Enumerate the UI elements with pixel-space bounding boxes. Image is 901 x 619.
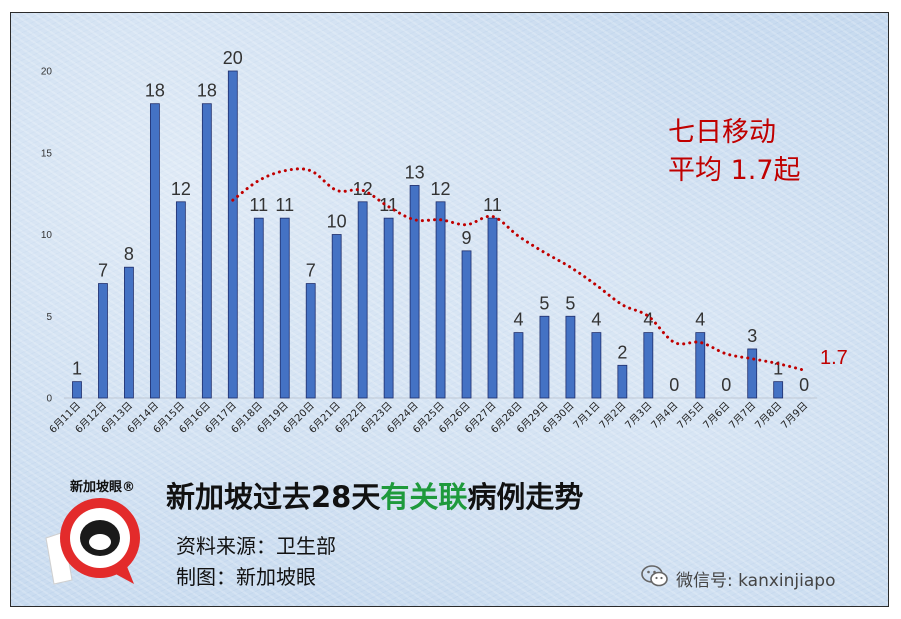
moving-average-line xyxy=(231,167,806,372)
wechat-icon xyxy=(641,565,668,587)
bar xyxy=(175,201,186,399)
y-tick-label: 15 xyxy=(41,148,53,159)
bar xyxy=(461,250,472,399)
title-highlight: 有关联 xyxy=(380,480,468,514)
data-label: 4 xyxy=(695,310,705,330)
bar xyxy=(591,332,602,399)
data-label: 11 xyxy=(249,195,268,215)
data-label: 0 xyxy=(799,375,809,395)
bar xyxy=(747,348,758,399)
data-label: 3 xyxy=(747,326,757,346)
data-label: 0 xyxy=(669,375,679,395)
y-tick-label: 5 xyxy=(46,312,52,323)
y-tick-label: 20 xyxy=(41,67,53,78)
bar xyxy=(201,103,212,399)
bar xyxy=(383,217,394,399)
x-tick-label: 7月4日 xyxy=(649,400,681,432)
data-label: 11 xyxy=(275,195,294,215)
data-label: 9 xyxy=(462,228,472,248)
y-tick-label: 10 xyxy=(41,230,53,241)
data-label: 8 xyxy=(124,244,134,264)
data-label: 0 xyxy=(721,375,731,395)
bar xyxy=(435,201,446,399)
data-label: 10 xyxy=(327,212,347,232)
bar xyxy=(513,332,524,399)
bar xyxy=(357,201,368,399)
data-label: 18 xyxy=(145,81,165,101)
data-label: 11 xyxy=(483,195,502,215)
annotation-line-1: 七日移动 xyxy=(668,117,776,148)
data-label: 20 xyxy=(223,48,243,68)
data-label: 5 xyxy=(539,293,549,313)
logo-text: 新加坡眼® xyxy=(70,480,136,495)
registered-mark: ® xyxy=(122,480,136,495)
moving-average-annotation: 七日移动 平均 1.7起 xyxy=(668,114,848,190)
data-label: 12 xyxy=(431,179,451,199)
eye-logo-icon xyxy=(45,498,140,585)
bar xyxy=(227,70,238,399)
x-tick-label: 7月5日 xyxy=(675,400,707,432)
y-tick-label: 0 xyxy=(46,394,52,405)
data-label: 2 xyxy=(617,342,627,362)
bar xyxy=(565,315,576,399)
bar xyxy=(487,217,498,399)
x-tick-label: 7月7日 xyxy=(727,400,759,432)
data-label: 7 xyxy=(98,261,108,281)
chart-title: 新加坡过去28天有关联病例走势 xyxy=(166,474,583,516)
bar xyxy=(124,266,134,399)
credit-text: 制图：新加坡眼 xyxy=(176,565,316,589)
bar xyxy=(98,283,108,399)
bar xyxy=(409,185,420,399)
data-label: 4 xyxy=(591,310,601,330)
moving-average-end-label: 1.7 xyxy=(820,347,848,369)
bar xyxy=(72,381,82,399)
bar xyxy=(643,332,654,399)
title-part-2: 病例走势 xyxy=(467,480,584,514)
data-label: 11 xyxy=(379,195,398,215)
x-tick-label: 7月8日 xyxy=(753,400,785,432)
bar xyxy=(539,315,550,399)
x-tick-label: 7月6日 xyxy=(701,400,733,432)
bar xyxy=(331,234,342,399)
watermark-text: 微信号: kanxinjiapo xyxy=(676,571,836,591)
bar xyxy=(305,283,316,399)
data-label: 1 xyxy=(773,359,783,379)
data-label: 12 xyxy=(171,179,191,199)
data-label: 13 xyxy=(405,162,425,182)
data-label: 5 xyxy=(565,293,575,313)
source-text: 资料来源：卫生部 xyxy=(176,534,336,558)
bar xyxy=(279,217,290,399)
data-label: 1 xyxy=(72,359,82,379)
bar xyxy=(253,217,264,399)
annotation-line-2: 平均 1.7起 xyxy=(668,155,801,186)
data-label: 18 xyxy=(197,81,217,101)
data-label: 4 xyxy=(643,310,653,330)
data-label: 4 xyxy=(513,310,523,330)
bar xyxy=(149,103,160,399)
bar xyxy=(773,381,784,399)
x-tick-label: 7月3日 xyxy=(623,400,655,432)
bar xyxy=(695,332,706,399)
x-tick-label: 7月2日 xyxy=(597,400,629,432)
x-tick-label: 7月9日 xyxy=(779,400,811,432)
title-part-1: 新加坡过去28天 xyxy=(166,480,381,514)
x-tick-label: 7月1日 xyxy=(571,400,603,432)
data-label: 12 xyxy=(353,179,373,199)
bar xyxy=(617,364,628,399)
data-label: 7 xyxy=(306,261,316,281)
